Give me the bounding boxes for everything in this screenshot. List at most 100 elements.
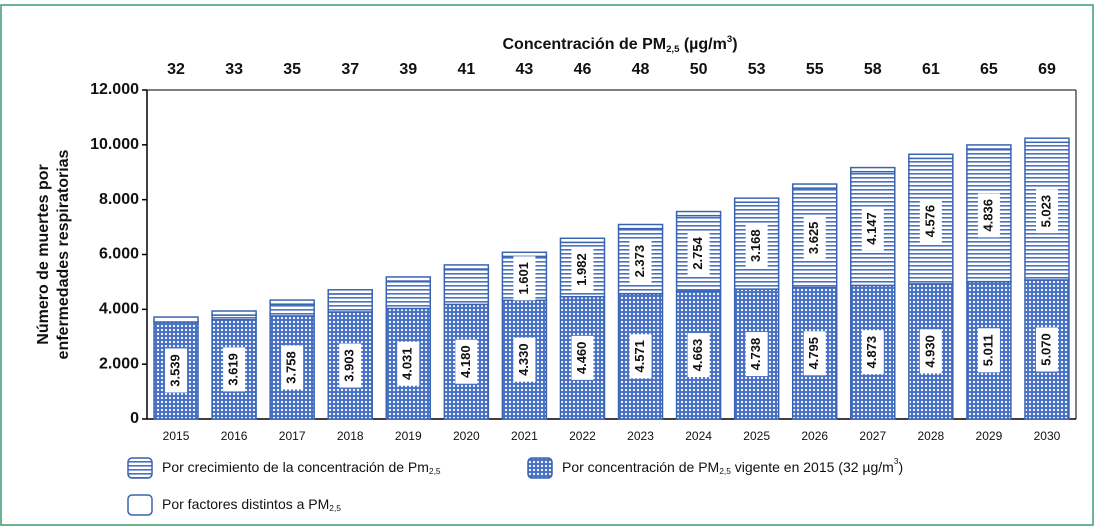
- top-label: 58: [864, 61, 882, 78]
- label-box: [977, 193, 1000, 238]
- legend-swatch: [127, 457, 153, 479]
- data-label: 2.373: [632, 245, 647, 278]
- data-label: 3.758: [284, 351, 299, 384]
- bar-segment: [675, 210, 722, 217]
- bar-segment: [327, 289, 373, 295]
- legend-swatch: [527, 457, 553, 479]
- x-tick-label: 2026: [801, 429, 828, 443]
- label-box: [745, 332, 768, 377]
- label-box: [397, 341, 420, 386]
- bar-segment: [908, 153, 954, 160]
- x-tick-label: 2025: [743, 429, 770, 443]
- label-box: [513, 256, 536, 301]
- data-label: 4.930: [922, 335, 937, 368]
- label-box: [687, 333, 710, 378]
- bar-segment: [559, 237, 606, 244]
- data-label: 4.576: [922, 205, 937, 238]
- label-box: [919, 199, 942, 244]
- label-box: [861, 206, 884, 251]
- bar-segment: [617, 223, 664, 230]
- top-label: 41: [457, 61, 475, 78]
- bar-segment: [385, 276, 432, 282]
- data-label: 4.180: [458, 345, 473, 378]
- label-box: [861, 330, 884, 375]
- x-tick-label: 2020: [453, 429, 480, 443]
- label-box: [919, 329, 942, 374]
- label-box: [1035, 327, 1058, 372]
- data-label: 5.070: [1038, 333, 1053, 366]
- label-box: [745, 223, 768, 268]
- x-tick-label: 2021: [511, 429, 538, 443]
- top-label: 48: [632, 61, 650, 78]
- label-box: [803, 215, 826, 260]
- top-label: 43: [516, 61, 534, 78]
- top-label: 32: [167, 61, 185, 78]
- top-label: 61: [922, 61, 940, 78]
- bar-segment: [385, 280, 432, 310]
- bar-segment: [791, 183, 838, 189]
- label-box: [687, 231, 710, 276]
- label-box: [629, 334, 652, 379]
- label-box: [571, 335, 594, 380]
- frame: [0, 4, 1094, 526]
- label-box: [455, 339, 478, 384]
- data-label: 3.168: [748, 229, 763, 262]
- data-label: 3.903: [342, 349, 357, 382]
- bar-segment: [153, 316, 199, 323]
- label-box: [281, 345, 304, 390]
- label-box: [165, 348, 188, 393]
- y-tick-label: 12.000: [90, 81, 139, 98]
- y-tick-label: 2.000: [99, 355, 139, 372]
- x-tick-label: 2024: [685, 429, 712, 443]
- data-label: 4.795: [806, 337, 821, 370]
- y-axis-title: Número de muertes por: [35, 164, 52, 344]
- data-label: 4.031: [400, 347, 415, 380]
- label-box: [571, 247, 594, 292]
- y-tick-label: 4.000: [99, 301, 139, 318]
- data-label: 3.625: [806, 222, 821, 255]
- bar-segment: [850, 166, 896, 173]
- top-label: 50: [690, 61, 708, 78]
- label-box: [223, 347, 246, 392]
- data-label: 4.873: [864, 336, 879, 369]
- label-box: [803, 331, 826, 376]
- y-tick-label: 6.000: [99, 246, 139, 263]
- bar-segment: [966, 144, 1012, 150]
- top-label: 33: [225, 61, 243, 78]
- data-label: 1.982: [574, 253, 589, 286]
- bar-segment: [211, 310, 257, 316]
- data-label: 3.539: [167, 354, 182, 387]
- data-label: 4.330: [516, 343, 531, 376]
- label-box: [1035, 189, 1058, 234]
- data-label: 1.601: [516, 262, 531, 295]
- bar-segment: [966, 280, 1012, 420]
- y-tick-label: 0: [130, 410, 139, 427]
- label-box: [513, 337, 536, 382]
- bar-segment: [269, 303, 315, 317]
- legend-label: Por crecimiento de la concentración de P…: [162, 459, 441, 477]
- data-label: 3.619: [226, 353, 241, 386]
- data-label: 4.147: [864, 212, 879, 245]
- chart-title: Concentración de PM2,5​ (µg/m3​): [502, 34, 737, 55]
- top-label: 53: [748, 61, 766, 78]
- x-tick-label: 2028: [917, 429, 944, 443]
- x-tick-label: 2030: [1034, 429, 1061, 443]
- label-box: [339, 343, 362, 388]
- bar-segment: [501, 251, 548, 258]
- data-label: 4.738: [748, 338, 763, 371]
- data-label: 4.836: [980, 199, 995, 232]
- data-label: 5.011: [980, 334, 995, 366]
- x-tick-label: 2023: [627, 429, 654, 443]
- x-tick-label: 2016: [221, 429, 248, 443]
- top-label: 35: [283, 61, 301, 78]
- bar-segment: [443, 264, 490, 270]
- top-label: 46: [574, 61, 592, 78]
- bar-segment: [733, 197, 780, 203]
- x-tick-label: 2018: [337, 429, 364, 443]
- y-tick-label: 8.000: [99, 191, 139, 208]
- top-label: 55: [806, 61, 824, 78]
- bar-segment: [966, 148, 1012, 283]
- legend-label: Por factores distintos a PM2,5​: [162, 496, 341, 514]
- x-tick-label: 2019: [395, 429, 422, 443]
